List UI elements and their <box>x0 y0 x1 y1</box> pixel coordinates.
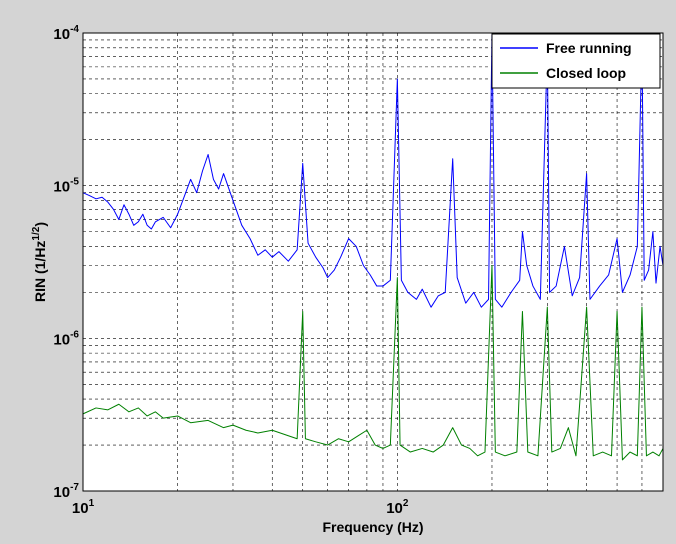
y-axis-label: RIN (1/Hz1/2) <box>31 222 48 302</box>
legend-label-free-running: Free running <box>546 40 632 56</box>
x-tick-label: 102 <box>386 498 409 517</box>
series-line-free-running <box>82 32 664 308</box>
tick-labels: 101 102 10-7 10-6 10-5 10-4 <box>53 24 409 517</box>
x-tick-label: 101 <box>72 498 95 517</box>
y-tick-label: 10-4 <box>53 24 79 43</box>
y-axis-label-end: ) <box>32 222 48 227</box>
y-tick-label: 10-7 <box>53 482 79 501</box>
legend: Free running Closed loop <box>491 33 661 89</box>
series-line-closed-loop <box>82 264 664 461</box>
x-axis-label: Frequency (Hz) <box>322 519 423 535</box>
legend-label-closed-loop: Closed loop <box>546 65 626 81</box>
y-tick-label: 10-6 <box>53 329 79 348</box>
plot-frame <box>82 32 664 492</box>
y-axis-label-sup: 1/2 <box>31 226 42 240</box>
y-tick-label: 10-5 <box>53 177 79 196</box>
plot-area <box>83 33 663 491</box>
series-layer <box>82 32 664 461</box>
y-axis-label-base: RIN (1/Hz <box>32 241 48 302</box>
legend-box <box>491 33 661 89</box>
grid-lines <box>83 33 663 491</box>
